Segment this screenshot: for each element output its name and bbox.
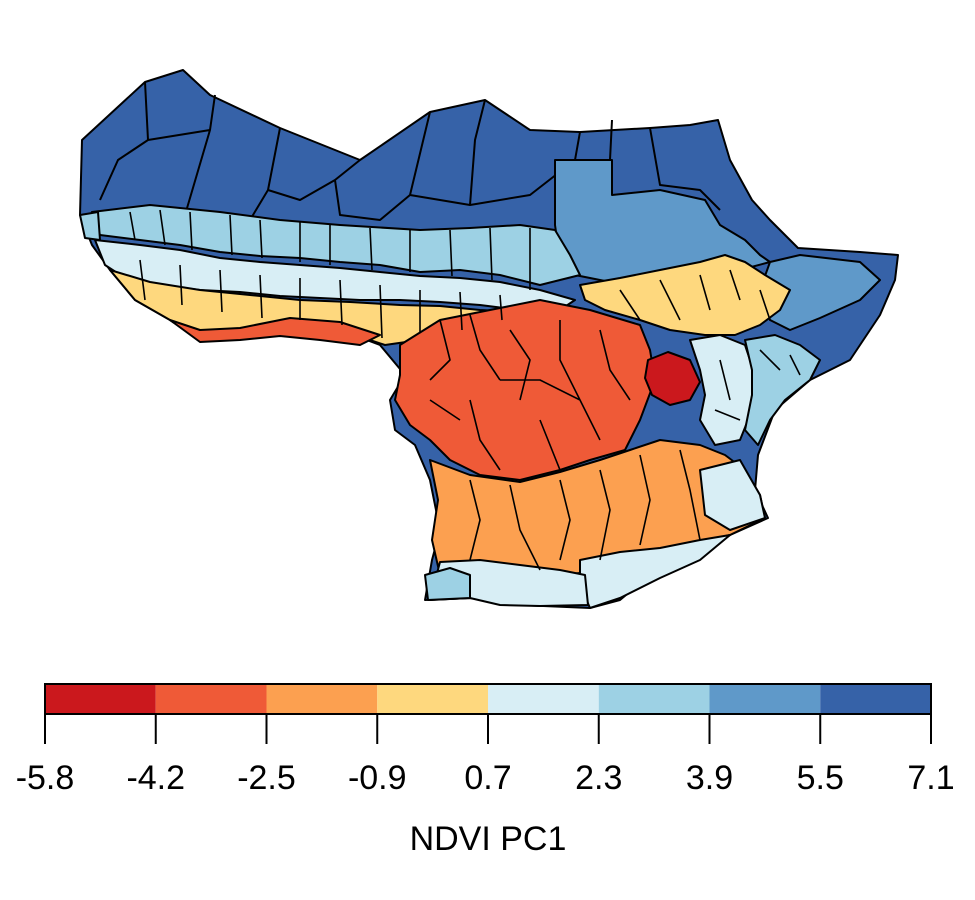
region-sahel-band [91,204,581,286]
legend-tick-label-3: -0.9 [348,759,407,797]
legend-ticks [44,714,932,744]
legend-swatch-4 [488,684,599,714]
legend-swatch-6 [709,684,821,714]
legend-swatch-0 [45,684,156,714]
legend-tick-label-7: 5.5 [797,759,844,797]
region-central-basin [394,299,656,481]
region-east-lakes [689,334,756,446]
legend-swatch-3 [377,684,488,714]
color-legend: -5.8 -4.2 -2.5 -0.9 0.7 2.3 3.9 5.5 7.1 NDVI PC1 [16,683,955,858]
legend-swatch-2 [266,684,378,714]
admin-borders [129,209,801,571]
region-angola-southwest [424,567,471,601]
region-gulf-coast [169,317,381,346]
region-kenya-lowland [744,334,821,446]
legend-tick-label-1: -4.2 [126,759,185,797]
choropleth-map [79,69,899,609]
legend-swatch-5 [598,684,710,714]
legend-tick-label-8: 7.1 [907,759,954,797]
legend-tick-label-2: -2.5 [237,759,296,797]
region-tanzania-coast [699,459,766,531]
legend-title: NDVI PC1 [410,820,567,858]
legend-tick-labels: -5.8 -4.2 -2.5 -0.9 0.7 2.3 3.9 5.5 7.1 [16,759,955,797]
legend-tick-label-6: 3.9 [686,759,733,797]
legend-swatch-1 [155,684,267,714]
legend-tick-label-5: 2.3 [575,759,622,797]
legend-swatch-7 [820,684,931,714]
legend-tick-label-0: -5.8 [16,759,75,797]
region-west-coast-bump [79,211,101,241]
legend-swatches [45,684,931,714]
legend-tick-label-4: 0.7 [464,759,511,797]
region-rwanda-burundi [644,351,701,406]
region-ethiopia-highland [579,254,791,336]
